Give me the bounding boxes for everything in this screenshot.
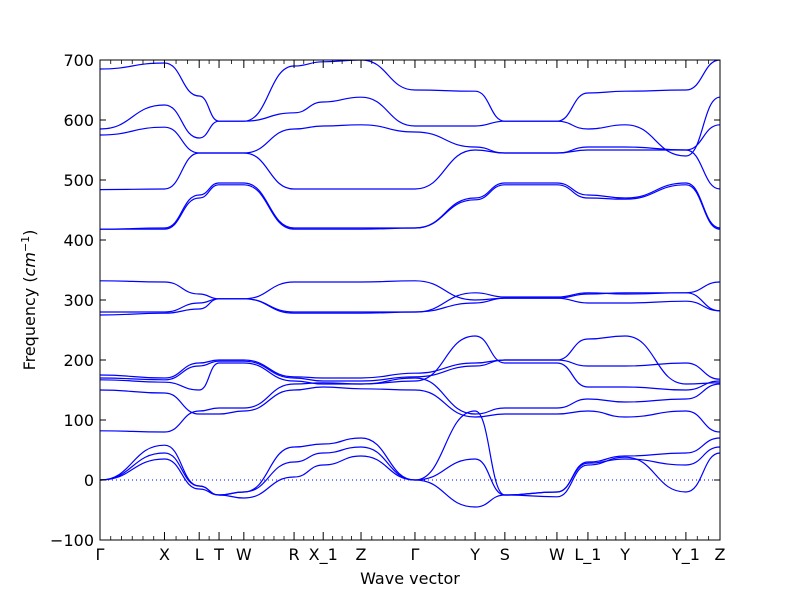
phonon-branch-6 [100, 335, 720, 391]
x-axis-label: Wave vector [360, 569, 460, 588]
phonon-branch-13 [100, 182, 720, 230]
y-tick-label: 700 [63, 51, 94, 70]
x-tick-label: L_1 [574, 545, 601, 565]
phonon-branch-11 [100, 280, 720, 301]
phonon-branch-7 [100, 359, 720, 382]
x-tick-label: W [549, 545, 565, 564]
phonon-branch-16 [100, 96, 720, 157]
x-tick-label: Y [619, 545, 630, 564]
x-tick-label: Y_1 [671, 545, 700, 565]
x-tick-label: Z [356, 545, 367, 564]
x-tick-label: R [288, 545, 299, 564]
x-tick-label: Y [469, 545, 480, 564]
x-tick-label: W [236, 545, 252, 564]
y-axis-label-exponent: −1 [19, 236, 32, 252]
x-tick-label: S [500, 545, 510, 564]
y-tick-label: 0 [84, 471, 94, 490]
phonon-branch-5 [100, 386, 720, 433]
x-tick-label: Γ [410, 545, 419, 564]
phonon-branch-8 [100, 335, 720, 385]
x-tick-label: X_1 [309, 545, 338, 565]
phonon-branch-15 [100, 124, 720, 154]
y-axis-label-prefix: Frequency ( [20, 276, 39, 370]
phonon-branch-3 [100, 410, 720, 496]
y-axis-label: Frequency (cm−1) [19, 230, 39, 371]
x-tick-label: X [159, 545, 170, 564]
y-tick-label: 600 [63, 111, 94, 130]
y-tick-label: 100 [63, 411, 94, 430]
y-axis-ticks: −100 0 100 200 300 400 500 600 700 [50, 51, 720, 550]
y-tick-label: 500 [63, 171, 94, 190]
x-tick-label: L [195, 545, 204, 564]
y-tick-label: 400 [63, 231, 94, 250]
phonon-branch-4 [100, 377, 720, 433]
x-tick-label: Z [715, 545, 726, 564]
phonon-branch-1 [100, 452, 720, 508]
y-tick-label: 300 [63, 291, 94, 310]
x-tick-label: Γ [96, 545, 105, 564]
x-tick-label: T [213, 545, 224, 564]
y-tick-label: −100 [50, 531, 94, 550]
phonon-branch-10 [100, 297, 720, 313]
plot-area [100, 60, 720, 508]
y-axis-label-suffix: ) [20, 230, 39, 236]
x-axis-ticks: Γ X L T W R X_1 Z Γ Y S W L_1 Y Y_1 Z [96, 60, 726, 565]
y-axis-label-unit: cm [20, 252, 39, 276]
phonon-branch-17 [100, 60, 720, 122]
y-tick-label: 200 [63, 351, 94, 370]
